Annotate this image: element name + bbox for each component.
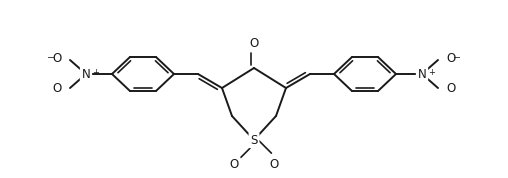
Text: +: + bbox=[92, 68, 99, 77]
Text: O: O bbox=[230, 158, 239, 171]
Text: +: + bbox=[428, 68, 435, 77]
Text: S: S bbox=[250, 134, 258, 146]
Text: O: O bbox=[53, 82, 62, 95]
Text: O: O bbox=[249, 37, 259, 50]
Text: N: N bbox=[82, 67, 90, 80]
Text: O: O bbox=[53, 51, 62, 64]
Text: O: O bbox=[269, 158, 278, 171]
Text: −: − bbox=[47, 53, 55, 62]
Text: N: N bbox=[418, 67, 426, 80]
Text: O: O bbox=[446, 82, 455, 95]
Text: O: O bbox=[446, 51, 455, 64]
Text: −: − bbox=[453, 53, 461, 62]
